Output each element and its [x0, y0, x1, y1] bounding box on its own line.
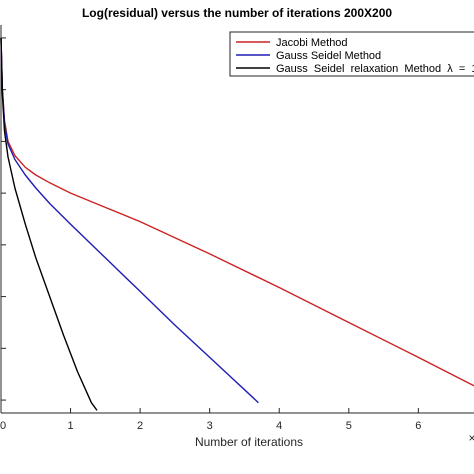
- x-tick-label: 5: [346, 420, 352, 432]
- y-ticks: [1, 37, 6, 401]
- series-line-3: [0, 37, 98, 411]
- x-tick-label: 0: [0, 420, 6, 432]
- x-tick-label: 2: [137, 420, 143, 432]
- x-axis-label: Number of iterations: [195, 435, 303, 449]
- legend-box: [229, 31, 474, 77]
- x-tick-label: 3: [207, 420, 213, 432]
- x-tick-label: 1: [67, 420, 73, 432]
- x-exponent-marker: ×: [468, 431, 474, 445]
- x-tick-label: 6: [415, 420, 421, 432]
- series-line-2: [0, 37, 259, 404]
- legend-label-1: Jacobi Method: [276, 37, 348, 49]
- legend-label-3: Gauss Seidel relaxation Method λ = 1: [276, 63, 474, 75]
- series-line-1: [0, 37, 474, 387]
- x-ticks: 0 1 2 3 4 5 6: [0, 408, 421, 432]
- axes: [0, 25, 474, 414]
- legend-label-2: Gauss Seidel Method: [276, 50, 381, 62]
- chart-title: Log(residual) versus the number of itera…: [82, 6, 392, 20]
- series-layer: [0, 37, 474, 411]
- x-tick-label: 4: [276, 420, 282, 432]
